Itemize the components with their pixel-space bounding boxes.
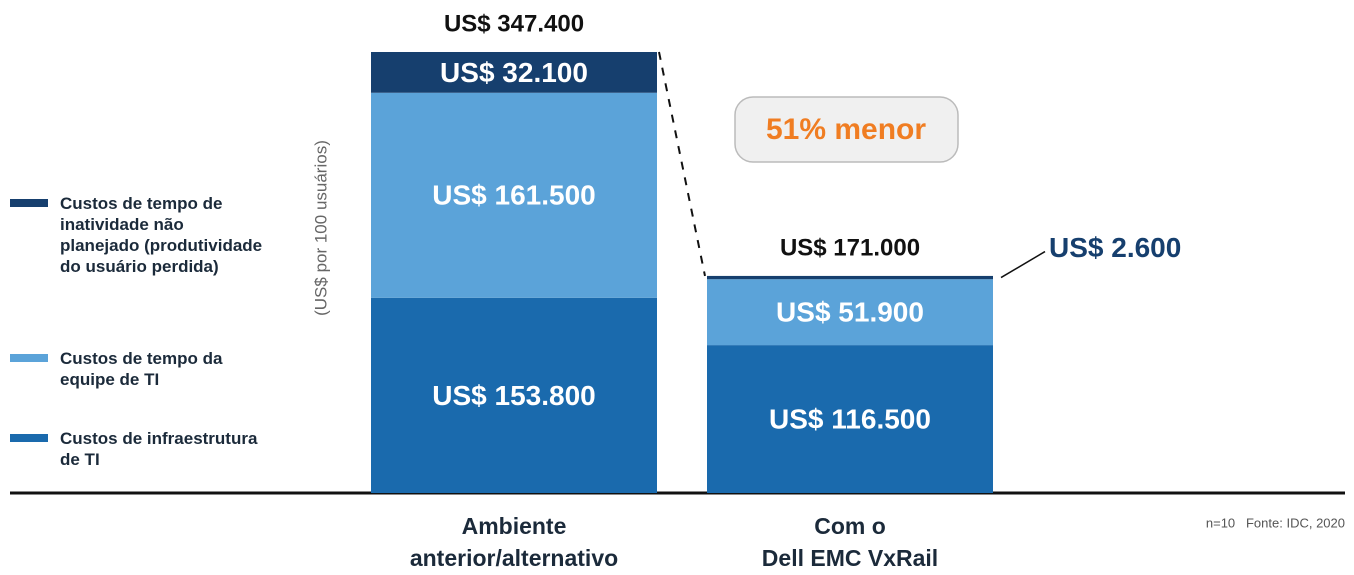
total-label: US$ 347.400: [444, 10, 584, 37]
x-tick-label: Dell EMC VxRail: [762, 545, 938, 571]
connector: [658, 51, 706, 277]
bar-segment: [707, 345, 993, 493]
legend-swatch: [10, 434, 48, 442]
bar-segment: [707, 275, 993, 280]
value-label: US$ 153.800: [432, 380, 595, 411]
legend-item: Custos de infraestrutura de TI: [10, 428, 300, 470]
value-label: US$ 51.900: [776, 297, 924, 328]
value-label: US$ 161.500: [432, 180, 595, 211]
annotation: 51% menor: [766, 113, 926, 146]
x-tick-label: Ambiente: [462, 513, 567, 539]
value-label: US$ 32.100: [440, 57, 588, 88]
annotation-box: [734, 96, 959, 163]
legend-label: Custos de infraestrutura de TI: [60, 429, 258, 469]
value-label: US$ 2.600: [1049, 232, 1181, 263]
x-tick-label: Com o: [814, 513, 886, 539]
legend-item: Custos de tempo de inatividade não plane…: [10, 193, 300, 277]
footnote: n=10 Fonte: IDC, 2020: [1206, 515, 1345, 530]
total-label: US$ 171.000: [780, 234, 920, 261]
bar-segment: [371, 297, 657, 493]
value-label: US$ 116.500: [769, 403, 931, 434]
leader-line: [1000, 250, 1046, 279]
legend-swatch: [10, 199, 48, 207]
legend-item: Custos de tempo da equipe de TI: [10, 348, 300, 390]
legend-label: Custos de tempo de inatividade não plane…: [60, 194, 263, 276]
bar-segment: [371, 92, 657, 298]
y-axis-label: (US$ por 100 usuários): [311, 140, 330, 316]
legend-label: Custos de tempo da equipe de TI: [60, 349, 223, 389]
bar-segment: [707, 279, 993, 346]
legend-swatch: [10, 354, 48, 362]
bar-segment: [371, 52, 657, 93]
x-tick-label: anterior/alternativo: [410, 545, 618, 571]
